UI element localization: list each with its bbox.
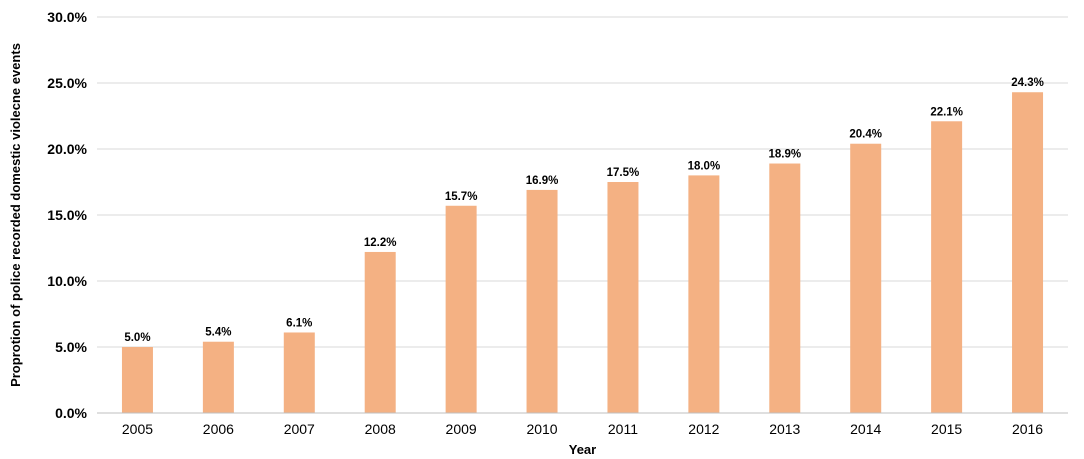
y-tick-label: 30.0%: [47, 9, 87, 25]
data-label: 5.4%: [205, 327, 231, 339]
bar: [688, 175, 720, 413]
x-tick-label: 2015: [931, 421, 962, 437]
y-tick-label: 10.0%: [47, 273, 87, 289]
data-label: 24.3%: [1011, 77, 1044, 89]
data-label: 22.1%: [930, 106, 963, 118]
x-axis-title: Year: [569, 442, 596, 457]
x-tick-label: 2008: [365, 421, 396, 437]
x-tick-label: 2011: [608, 421, 638, 437]
data-label: 18.0%: [688, 160, 721, 172]
data-labels: 5.0% 5.4% 6.1% 12.2% 15.7% 16.9% 17.5% 18.0% 18.…: [124, 77, 1043, 344]
bar: [1012, 92, 1044, 414]
data-label: 16.9%: [526, 175, 559, 187]
x-tick-label: 2016: [1012, 421, 1043, 437]
data-label: 12.2%: [364, 237, 397, 249]
x-tick-label: 2009: [446, 421, 477, 437]
bar: [769, 163, 801, 413]
data-label: 15.7%: [445, 191, 478, 203]
y-tick-label: 0.0%: [55, 405, 87, 421]
x-tick-label: 2006: [203, 421, 234, 437]
y-tick-label: 5.0%: [55, 339, 87, 355]
gridlines: [97, 16, 1068, 348]
x-tick-label: 2014: [850, 421, 881, 437]
bar: [850, 143, 882, 413]
data-label: 20.4%: [849, 129, 882, 141]
y-axis-ticks: 0.0% 5.0% 10.0% 15.0% 20.0% 25.0% 30.0%: [47, 9, 87, 421]
bar: [607, 182, 639, 413]
x-tick-label: 2005: [122, 421, 153, 437]
x-tick-label: 2010: [526, 421, 557, 437]
x-tick-label: 2012: [688, 421, 719, 437]
y-axis-title: Proprotion of police recorded domestic v…: [8, 43, 23, 387]
bar: [202, 341, 234, 413]
x-tick-label: 2007: [284, 421, 315, 437]
bar: [526, 189, 558, 413]
y-tick-label: 15.0%: [47, 207, 87, 223]
bars: [121, 92, 1044, 414]
bar: [445, 205, 477, 413]
bar: [364, 251, 396, 413]
data-label: 5.0%: [124, 332, 150, 344]
y-tick-label: 25.0%: [47, 75, 87, 91]
x-axis-ticks: 2005 2006 2007 2008 2009 2010 2011 2012 2013 2014…: [122, 421, 1043, 437]
data-label: 17.5%: [607, 167, 640, 179]
data-label: 6.1%: [286, 317, 312, 329]
y-tick-label: 20.0%: [47, 141, 87, 157]
x-tick-label: 2013: [769, 421, 800, 437]
data-label: 18.9%: [768, 149, 801, 161]
bar: [931, 121, 963, 413]
bar: [121, 347, 153, 413]
bar: [283, 332, 315, 413]
